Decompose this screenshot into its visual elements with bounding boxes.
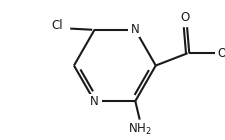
Text: O: O (216, 47, 225, 60)
Text: NH$_2$: NH$_2$ (127, 122, 151, 137)
Text: N: N (90, 95, 98, 108)
Text: O: O (180, 11, 189, 24)
Text: N: N (130, 24, 139, 36)
Text: Cl: Cl (51, 19, 62, 32)
